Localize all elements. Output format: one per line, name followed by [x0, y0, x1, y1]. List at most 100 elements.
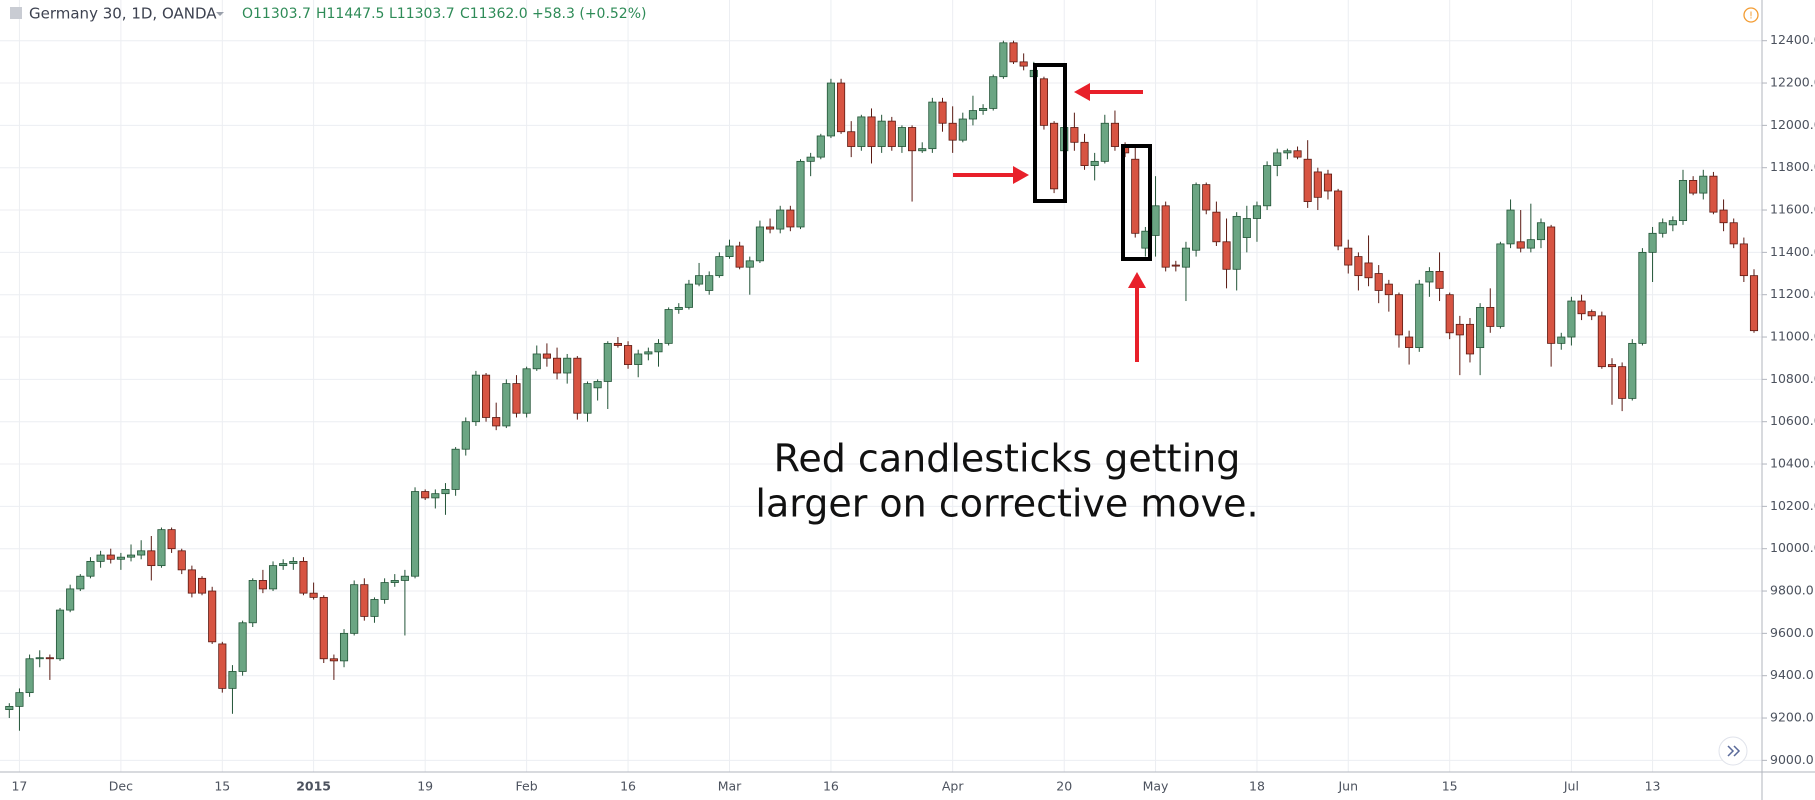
candle-body: [634, 353, 643, 365]
candle-body: [441, 489, 450, 495]
candle-body: [918, 148, 927, 152]
y-tick-label: 9400.0: [1770, 667, 1814, 682]
candle-body: [1445, 294, 1454, 334]
candle-body: [1648, 232, 1657, 253]
candle-body: [938, 101, 947, 124]
candle-body: [735, 245, 744, 268]
candle-body: [1100, 122, 1109, 162]
candle-body: [1394, 294, 1404, 336]
candle-body: [776, 209, 785, 230]
candle-body: [1628, 342, 1637, 399]
candle-body: [1131, 158, 1140, 234]
alert-icon-mark: !: [1749, 11, 1753, 22]
candle-body: [1202, 184, 1211, 211]
y-tick-label: 11200.0: [1770, 286, 1815, 301]
candle-body: [999, 42, 1008, 78]
candle-body: [1678, 179, 1688, 222]
candle-body: [532, 353, 541, 370]
candle-body: [279, 563, 288, 567]
candle-body: [461, 421, 470, 450]
candle-body: [248, 580, 257, 624]
highlight-box: [1033, 63, 1067, 203]
ohlc-value: L11303.7: [389, 6, 455, 22]
candle-body: [593, 381, 602, 389]
candle-body: [471, 374, 480, 423]
x-tick-label: 16: [823, 779, 839, 794]
candle-body: [147, 550, 156, 567]
candle-body: [380, 582, 389, 600]
candle-body: [1516, 241, 1525, 249]
candle-body: [1618, 366, 1627, 399]
candle-body: [350, 584, 359, 634]
candle-body: [309, 592, 318, 598]
candle-body: [1739, 243, 1748, 277]
candle-body: [826, 82, 835, 137]
x-tick-label: 17: [11, 779, 27, 794]
candle-body: [512, 383, 521, 414]
candle-body: [897, 127, 906, 147]
candle-body: [66, 588, 75, 611]
x-tick-label: 16: [620, 779, 636, 794]
candle-body: [674, 306, 683, 310]
candle-body: [1435, 271, 1444, 289]
candle-body: [1384, 283, 1393, 296]
candle-body: [877, 120, 886, 147]
y-tick-label: 12200.0: [1770, 75, 1815, 90]
candle-body: [887, 120, 896, 147]
x-tick-label: 18: [1249, 779, 1265, 794]
candle-body: [1689, 179, 1698, 194]
ohlc-value: C11362.0: [460, 6, 528, 22]
candle-body: [1374, 273, 1383, 291]
candle-body: [1161, 205, 1170, 268]
candle-body: [928, 101, 937, 150]
candle-body: [1039, 78, 1048, 126]
candle-body: [360, 584, 369, 617]
candle-body: [1415, 283, 1424, 349]
y-tick-label: 9200.0: [1770, 710, 1814, 725]
candle-body: [1354, 256, 1363, 277]
candle-body: [1303, 158, 1312, 202]
ohlc-value: +58.3 (+0.52%): [532, 6, 646, 22]
candle-body: [654, 342, 663, 353]
candle-body: [1607, 364, 1617, 368]
candle-body: [837, 82, 846, 133]
candle-body: [1749, 275, 1759, 332]
dropdown-caret[interactable]: [216, 12, 224, 16]
candle-body: [522, 368, 531, 414]
candle-body: [319, 596, 328, 660]
candle-body: [1171, 264, 1180, 267]
candles: [5, 40, 1759, 731]
arrows: [953, 83, 1146, 362]
highlight-box: [1121, 144, 1152, 261]
y-tick-label: 11800.0: [1770, 159, 1815, 174]
candle-body: [329, 658, 338, 662]
alert-icon[interactable]: [1743, 7, 1759, 23]
candle-body: [1192, 184, 1201, 251]
candle-body: [45, 657, 54, 660]
candle-body: [1283, 150, 1292, 154]
candle-body: [1273, 152, 1282, 166]
candle-body: [106, 554, 115, 560]
candle-body: [1496, 243, 1505, 327]
y-tick-label: 11000.0: [1770, 329, 1815, 344]
candle-body: [542, 353, 551, 359]
candle-body: [502, 383, 511, 427]
candle-body: [1455, 323, 1464, 336]
candle-body: [613, 342, 622, 346]
candle-body: [1719, 209, 1728, 224]
candle-body: [1334, 190, 1343, 247]
candle-body: [15, 692, 24, 707]
candle-body: [695, 275, 704, 285]
candle-body: [553, 357, 562, 374]
arrow-head: [1013, 166, 1029, 184]
candle-body: [177, 550, 186, 571]
candle-body: [745, 260, 754, 268]
symbol-title[interactable]: Germany 30, 1D, OANDA: [29, 5, 217, 23]
x-tick-label: Mar: [718, 779, 742, 794]
x-tick-label: 15: [214, 779, 230, 794]
candle-body: [1587, 311, 1596, 317]
candle-body: [1547, 226, 1556, 344]
x-tick-label: 15: [1442, 779, 1458, 794]
candle-body: [1019, 61, 1028, 67]
